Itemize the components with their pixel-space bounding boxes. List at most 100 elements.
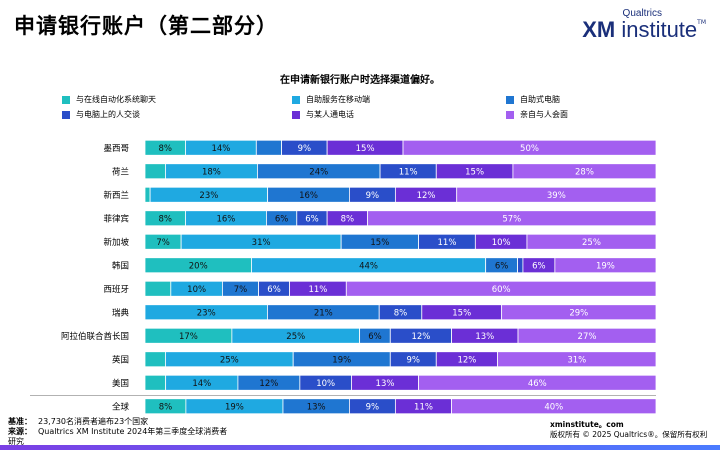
legend-swatch [506,110,514,119]
data-label: 8% [158,214,172,224]
base-text: 23,730名消费者遍布23个国家 [38,417,149,426]
bar-segment [517,257,524,274]
data-label: 25% [582,238,601,248]
chart-legend: 与在线自动化系统聊天 自助服务在移动端 自助式电脑 与电脑上的人交谈 与某人通电… [62,94,692,124]
data-label: 29% [569,308,588,318]
legend-swatch [62,95,70,104]
legend-label: 与在线自动化系统聊天 [76,95,156,104]
data-label: 6% [305,214,319,224]
data-label: 21% [314,308,333,318]
data-label: 16% [216,214,235,224]
bar-segment [345,280,657,297]
data-label: 19% [332,355,351,365]
chart-title: 在申请新银行账户时选择渠道偏好。 [280,75,440,86]
data-label: 6% [532,261,546,271]
category-label: 菲律宾 [103,213,129,224]
data-label: 25% [286,332,305,342]
data-label: 6% [267,285,281,295]
bar-segment [526,233,657,250]
data-label: 46% [528,379,547,389]
data-label: 11% [399,167,418,177]
copyright-text: 版权所有 © 2025 Qualtrics®。保留所有权利 [550,430,708,439]
category-label: 美国 [112,378,129,389]
data-label: 8% [341,214,355,224]
logo-institute-text: institute [615,17,698,42]
category-label: 新加坡 [103,237,129,248]
legend-label: 与某人通电话 [306,110,354,119]
source-label: 来源： [8,427,32,436]
data-label: 12% [457,355,476,365]
data-label: 17% [179,332,198,342]
legend-label: 自助式电脑 [520,95,560,104]
legend-swatch [62,110,70,119]
data-label: 40% [544,402,563,412]
data-label: 23% [197,308,216,318]
data-label: 13% [475,332,494,342]
data-label: 12% [411,332,430,342]
legend-swatch [506,95,514,104]
category-label: 韩国 [112,260,129,271]
legend-item-computer-person: 与电脑上的人交谈 [62,109,140,121]
bar-segment [497,351,657,368]
data-label: 13% [307,402,326,412]
data-label: 28% [575,167,594,177]
data-label: 6% [368,332,382,342]
legend-label: 自助服务在移动端 [306,95,370,104]
bar-segment [367,210,657,227]
bar-segment [456,186,657,203]
footer-notes: 基准： 23,730名消费者遍布23个国家 来源： Qualtrics XM Ins… [8,417,227,447]
logo-xm-text: XM [582,17,616,42]
data-label: 44% [359,261,378,271]
data-label: 14% [192,379,211,389]
data-label: 7% [156,238,170,248]
bar-segment [554,257,657,274]
legend-label: 与电脑上的人交谈 [76,110,140,119]
bar-segment [255,139,283,156]
base-label: 基准： [8,417,32,426]
bar-segment [501,304,657,321]
data-label: 50% [520,144,539,154]
copyright-end: 。 [550,440,707,450]
data-label: 31% [567,355,586,365]
category-label: 荷兰 [112,166,129,177]
data-label: 6% [495,261,509,271]
data-label: 12% [417,191,436,201]
data-label: 9% [366,402,380,412]
source-text: Qualtrics XM Institute 2024年第三季度全球消费者 [38,427,228,436]
legend-item-chat-bot: 与在线自动化系统聊天 [62,94,156,106]
bar-segment [451,398,657,414]
category-label: 全球 [112,401,130,412]
data-label: 8% [159,402,173,412]
category-label: 新西兰 [103,190,129,201]
data-label: 8% [158,144,172,154]
data-label: 27% [578,332,597,342]
data-label: 9% [366,191,380,201]
data-label: 24% [309,167,328,177]
legend-item-in-person: 亲自与人会面 [506,109,568,121]
data-label: 10% [187,285,206,295]
category-label: 英国 [112,354,129,365]
legend-item-mobile-self-service: 自助服务在移动端 [292,94,370,106]
data-label: 23% [199,191,218,201]
legend-swatch [292,110,300,119]
legend-item-phone: 与某人通电话 [292,109,354,121]
legend-item-computer-self-service: 自助式电脑 [506,94,560,106]
category-label: 西班牙 [103,284,129,295]
data-label: 16% [299,191,318,201]
footer-copyright: xminstitute。com 版权所有 © 2025 Qualtrics®。保… [550,420,707,450]
data-label: 11% [414,402,433,412]
source-text-cont: 研究 [8,437,24,446]
logo-tm-text: TM [697,19,706,26]
data-label: 60% [492,285,511,295]
data-label: 9% [407,355,421,365]
data-label: 20% [189,261,208,271]
category-label: 阿拉伯联合酋长国 [61,331,129,342]
data-label: 19% [596,261,615,271]
data-label: 18% [202,167,221,177]
category-label: 墨西哥 [103,144,129,154]
data-label: 10% [492,238,511,248]
category-label: 瑞典 [112,307,130,318]
bar-segment [517,327,657,344]
data-label: 6% [275,214,289,224]
site-text: xminstitute。com [550,420,624,429]
